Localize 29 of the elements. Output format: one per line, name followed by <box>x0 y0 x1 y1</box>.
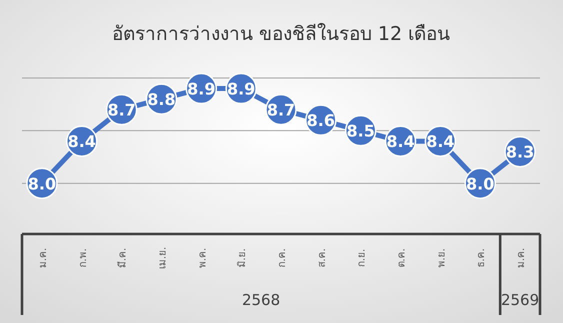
data-label: 8.3 <box>506 142 534 162</box>
x-tick-label: พ.ค. <box>197 248 208 268</box>
data-label: 8.7 <box>107 100 136 120</box>
data-label: 8.0 <box>28 174 56 194</box>
data-label: 8.4 <box>426 132 455 152</box>
chart-title: อัตราการว่างงาน ของชิลีในรอบ 12 เดือน <box>112 23 450 45</box>
x-tick-label: ม.ค. <box>38 248 49 268</box>
text: 2568 <box>242 291 280 309</box>
x-tick-label: ต.ค. <box>396 248 408 268</box>
text: 2569 <box>500 291 540 309</box>
data-label: 8.4 <box>386 132 415 152</box>
x-tick-label: ม.ค. <box>516 248 528 268</box>
x-tick-label: มิ.ย. <box>237 248 248 268</box>
x-tick-label: ก.พ. <box>78 248 89 268</box>
data-label: 8.0 <box>466 174 494 194</box>
data-label: 8.5 <box>346 122 375 141</box>
x-tick-label: ก.ค. <box>277 248 288 268</box>
data-label: 8.6 <box>306 111 336 130</box>
data-label: 8.8 <box>147 90 176 110</box>
data-label: 8.4 <box>68 132 96 152</box>
data-label: 8.7 <box>266 100 296 120</box>
x-tick-label: ธ.ค. <box>476 248 488 268</box>
x-tick-label: พ.ย. <box>436 248 448 268</box>
x-tick-label: เม.ย. <box>157 246 168 270</box>
x-tick-label: ก.ย. <box>356 248 368 268</box>
x-tick-label: ส.ค. <box>316 248 328 268</box>
data-label: 8.9 <box>187 80 216 99</box>
x-tick-label: มี.ค. <box>116 248 129 268</box>
data-label: 8.9 <box>226 80 256 99</box>
